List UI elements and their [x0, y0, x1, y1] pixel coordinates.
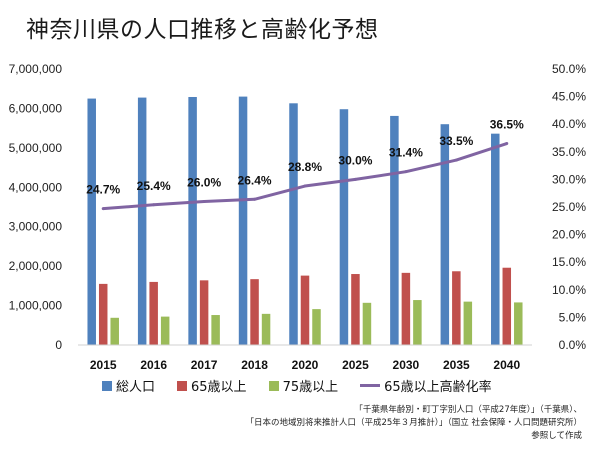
rate-point	[253, 197, 257, 201]
bar	[339, 109, 349, 346]
x-tick-label: 2035	[443, 358, 470, 372]
source-line-1: 「千葉県年齢別・町丁字別人口（平成27年度）」（千葉県）、	[354, 405, 582, 415]
bar	[110, 317, 119, 345]
rate-point	[152, 203, 156, 207]
rate-data-label: 25.4%	[137, 179, 171, 193]
rate-data-label: 33.5%	[439, 134, 473, 148]
y-right-tick-label: 25.0%	[552, 200, 586, 214]
y-left-tick-label: 1,000,000	[9, 299, 63, 313]
rate-point	[101, 207, 105, 211]
y-right-tick-label: 30.0%	[552, 172, 586, 186]
rate-point	[505, 142, 509, 146]
y-right-axis: 0.0% 5.0% 10.0% 15.0% 20.0% 25.0% 30.0% 35.0% 40…	[552, 62, 586, 352]
chart: 0 1,000,000 2,000,000 3,000,000 4,000,000 5,0…	[9, 62, 587, 372]
rate-data-label: 31.4%	[389, 146, 423, 160]
bar	[413, 300, 422, 345]
bar	[199, 280, 209, 345]
bar	[452, 271, 461, 345]
rate-data-label: 24.7%	[86, 183, 120, 197]
bar-series	[87, 96, 523, 346]
legend-item-65: 65歳以上	[177, 376, 247, 395]
rate-data-label: 28.8%	[288, 160, 322, 174]
y-left-tick-label: 5,000,000	[9, 141, 63, 155]
bar	[351, 274, 360, 345]
y-left-tick-label: 2,000,000	[9, 259, 63, 273]
legend-label-65: 65歳以上	[191, 380, 247, 395]
legend-item-75: 75歳以上	[268, 376, 339, 395]
legend: 総人口 65歳以上 75歳以上 65歳以上高齢化率	[102, 376, 514, 395]
source-line-2: 「日本の地域別将来推計人口（平成25年３月推計）」（国立 社会保障・人口問題研究…	[245, 418, 582, 428]
y-right-tick-label: 45.0%	[552, 90, 586, 104]
bar	[261, 313, 271, 345]
bar	[137, 97, 147, 345]
bar	[87, 98, 96, 345]
y-right-tick-label: 50.0%	[552, 62, 586, 76]
y-left-tick-label: 3,000,000	[9, 220, 63, 234]
bar	[300, 275, 310, 345]
x-tick-label: 2020	[292, 358, 319, 372]
chart-title: 神奈川県の人口推移と高齢化予想	[26, 17, 379, 43]
bar	[401, 272, 411, 345]
y-right-tick-label: 20.0%	[552, 228, 586, 242]
bar	[390, 115, 399, 345]
bar	[160, 316, 170, 345]
legend-swatch-65	[177, 380, 188, 391]
legend-label-75: 75歳以上	[282, 380, 339, 395]
bar	[250, 279, 259, 345]
rate-data-label: 36.5%	[490, 118, 524, 132]
legend-item-total: 総人口	[102, 376, 155, 395]
bar	[502, 267, 512, 345]
y-right-tick-label: 10.0%	[552, 283, 586, 297]
rate-data-label: 26.0%	[187, 175, 221, 189]
bar	[491, 133, 500, 345]
source-line-3: 参照して作成	[531, 431, 582, 441]
bar	[312, 309, 321, 345]
y-left-tick-label: 4,000,000	[9, 180, 63, 194]
bar	[211, 315, 220, 345]
bar	[188, 96, 197, 345]
y-left-tick-label: 7,000,000	[9, 62, 63, 76]
x-tick-label: 2017	[191, 358, 218, 372]
y-right-tick-label: 0.0%	[559, 338, 587, 352]
bar	[289, 103, 298, 345]
rate-data-label: 26.4%	[238, 173, 272, 187]
x-tick-label: 2030	[393, 358, 420, 372]
x-tick-label: 2025	[342, 358, 369, 372]
x-axis: 2015 2016 2017 2018 2020 2025 2030 2035 2040	[78, 344, 532, 372]
bar	[440, 124, 450, 345]
x-tick-label: 2015	[90, 358, 117, 372]
rate-point	[202, 199, 206, 203]
bar	[463, 301, 473, 345]
legend-label-rate: 65歳以上高齢化率	[384, 380, 492, 395]
legend-swatch-75	[268, 380, 279, 391]
bar	[149, 281, 158, 345]
line-series: 24.7% 25.4% 26.0% 26.4% 28.8% 30.0% 31.4% 33.5%…	[86, 118, 524, 211]
y-right-tick-label: 15.0%	[552, 255, 586, 269]
legend-swatch-rate	[360, 384, 381, 387]
y-left-axis: 0 1,000,000 2,000,000 3,000,000 4,000,000 5,0…	[9, 62, 63, 352]
x-tick-label: 2040	[493, 358, 520, 372]
y-left-tick-label: 6,000,000	[9, 101, 63, 115]
y-right-tick-label: 35.0%	[552, 145, 586, 159]
y-right-tick-label: 40.0%	[552, 117, 586, 131]
bar	[238, 96, 248, 345]
x-tick-label: 2018	[241, 358, 268, 372]
legend-label-total: 総人口	[116, 380, 156, 395]
rate-point	[404, 170, 408, 174]
bar	[362, 302, 372, 345]
rate-point	[303, 184, 307, 188]
bar	[98, 283, 108, 345]
legend-swatch-total	[102, 380, 112, 391]
rate-point	[353, 177, 357, 181]
y-left-tick-label: 0	[55, 338, 62, 352]
x-tick-label: 2016	[140, 358, 167, 372]
y-right-tick-label: 5.0%	[559, 310, 587, 324]
rate-data-label: 30.0%	[338, 153, 372, 167]
rate-point	[454, 158, 458, 162]
bar	[514, 302, 523, 345]
source-note: 「千葉県年齢別・町丁字別人口（平成27年度）」（千葉県）、 「日本の地域別将来推…	[245, 404, 582, 443]
legend-item-rate: 65歳以上高齢化率	[360, 376, 492, 395]
